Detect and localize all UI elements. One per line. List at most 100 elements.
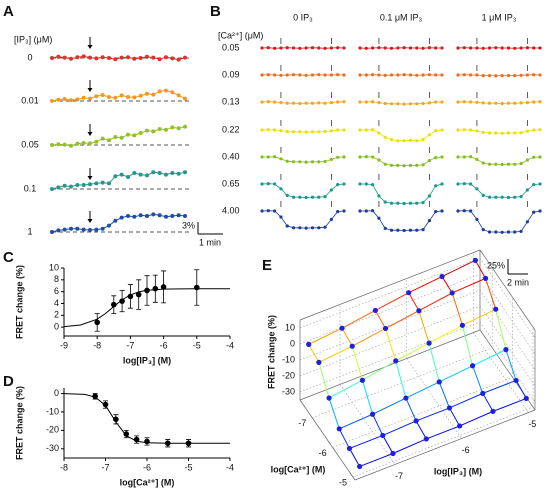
trace-point [427, 73, 431, 77]
mesh-line [362, 360, 396, 381]
trace-point [456, 209, 460, 213]
mesh-line [449, 407, 461, 427]
x-axis-label: log[Ca²⁺] (M) [271, 464, 326, 474]
mesh-line [451, 292, 463, 326]
trace-point [377, 73, 381, 77]
trace-point [336, 73, 340, 77]
trace-point [538, 100, 542, 104]
data-point [194, 284, 200, 291]
data-point [369, 411, 376, 417]
trace-point [126, 132, 130, 137]
data-point [94, 319, 100, 326]
trace-point [113, 57, 118, 62]
trace-point [434, 73, 438, 77]
trace-point [291, 46, 296, 50]
mesh-line [318, 345, 353, 363]
scale-label-y: 3% [182, 220, 195, 230]
trace-point [519, 195, 523, 199]
trace-point [164, 214, 168, 219]
mesh-line [472, 365, 484, 394]
trace-point [456, 182, 460, 186]
mesh-line [441, 259, 476, 277]
data-point [346, 445, 353, 452]
y-axis-label: FRET change (%) [14, 386, 24, 460]
x-tick-label: -5 [193, 340, 201, 350]
trace-point [132, 133, 137, 138]
trace-point [525, 220, 529, 224]
trace-point [291, 160, 296, 164]
mesh-line [318, 362, 330, 399]
mesh-line [328, 379, 363, 399]
data-point [113, 416, 119, 423]
data-point [469, 363, 476, 369]
trace-point [88, 96, 92, 101]
trace-point [434, 210, 438, 214]
data-point [413, 418, 419, 424]
trace-point [145, 214, 149, 218]
trace-point [358, 209, 362, 213]
mesh-line [452, 277, 486, 294]
trace-point [279, 73, 283, 77]
trace-point [304, 46, 308, 50]
trace-point [396, 73, 400, 77]
trace-point [487, 74, 492, 78]
mesh-line [308, 327, 343, 345]
data-point [135, 291, 142, 298]
trace-point [396, 46, 400, 50]
trace-point [481, 101, 485, 105]
trace-point [500, 162, 504, 167]
trace-point [434, 129, 438, 133]
trace-point [176, 93, 181, 98]
y-axis-label: log[IP₃] (M) [434, 466, 482, 476]
trace-point [170, 125, 175, 130]
trace-point [285, 129, 289, 134]
panel-letter: E [262, 257, 272, 274]
trace-point [440, 100, 444, 104]
data-point [459, 322, 466, 328]
trace-point [383, 162, 387, 166]
trace-point [56, 97, 61, 102]
trace-point [100, 93, 105, 97]
trace-point [266, 209, 270, 213]
grid-line [479, 321, 536, 403]
trace-point [421, 228, 425, 232]
data-point [406, 290, 412, 296]
z-tick-label: -10 [282, 354, 295, 364]
mesh-line [359, 453, 394, 467]
trace-point [342, 155, 346, 159]
grid-line [473, 332, 529, 413]
trace-point [323, 101, 327, 105]
trace-point [138, 172, 143, 177]
trace-point [151, 212, 156, 217]
trace-point [538, 128, 542, 132]
x-tick-label: -6 [160, 340, 168, 350]
trace-point [126, 95, 130, 99]
trace-point [260, 155, 264, 159]
data-point [390, 450, 396, 457]
trace-point [532, 128, 536, 132]
trace-point [487, 101, 492, 105]
trace-point [383, 101, 387, 106]
trace-point [440, 209, 444, 213]
row-label: 0.40 [222, 151, 240, 161]
data-point [372, 307, 378, 314]
x-axis-label: log[IP₃] (M) [123, 355, 171, 365]
mesh-line [505, 349, 517, 381]
trace-point [69, 98, 73, 103]
trace-point [279, 157, 283, 161]
trace-point [329, 101, 333, 105]
mesh-line [382, 435, 394, 454]
trace-point [119, 93, 124, 98]
trace-point [329, 217, 333, 221]
trace-point [475, 157, 479, 161]
mesh-line [385, 328, 397, 362]
trace-point [408, 73, 413, 77]
row-label: 0.01 [21, 95, 39, 105]
trace-point [329, 157, 333, 161]
z-tick-label: 0 [290, 338, 295, 348]
trace-point [285, 193, 289, 197]
data-point [439, 273, 445, 280]
scale-label-x: 2 min [507, 277, 529, 287]
trace-point [364, 209, 368, 213]
row-axis-label: [Ca²⁺] (μM) [218, 30, 263, 40]
